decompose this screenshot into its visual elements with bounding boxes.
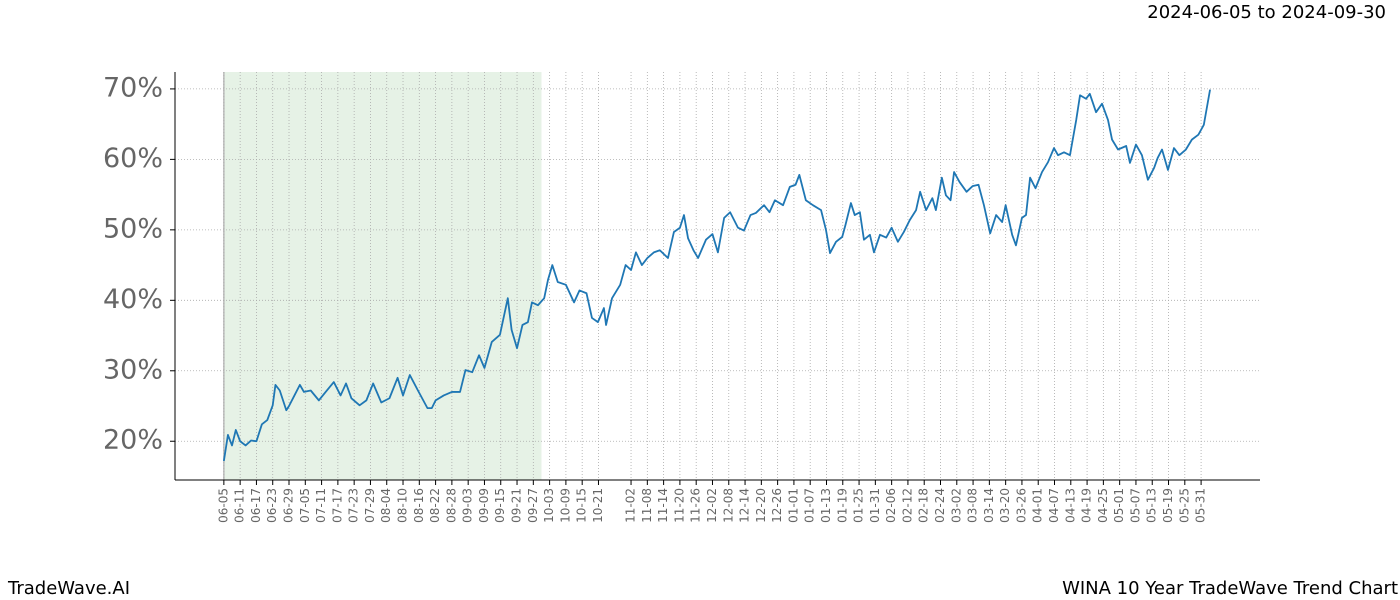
x-tick-label: 03-20	[998, 488, 1012, 523]
x-tick-label: 05-01	[1112, 488, 1126, 523]
x-tick-label: 10-09	[558, 488, 572, 523]
x-tick-label: 01-31	[868, 488, 882, 523]
x-tick-label: 09-27	[526, 488, 540, 523]
x-tick-label: 09-09	[477, 488, 491, 523]
x-tick-label: 01-07	[803, 488, 817, 523]
x-tick-label: 09-15	[493, 488, 507, 523]
x-tick-label: 02-24	[933, 488, 947, 523]
x-tick-label: 12-14	[738, 488, 752, 523]
x-tick-label: 12-02	[705, 488, 719, 523]
x-tick-label: 05-13	[1145, 488, 1159, 523]
x-tick-label: 04-25	[1096, 488, 1110, 523]
x-tick-label: 11-20	[672, 488, 686, 523]
y-tick-label: 50%	[103, 213, 163, 244]
x-tick-label: 04-01	[1031, 488, 1045, 523]
x-tick-label: 01-19	[835, 488, 849, 523]
x-tick-label: 04-13	[1063, 488, 1077, 523]
x-tick-label: 05-25	[1177, 488, 1191, 523]
x-tick-label: 03-08	[966, 488, 980, 523]
x-tick-label: 06-23	[265, 488, 279, 523]
x-tick-label: 11-26	[689, 488, 703, 523]
x-tick-label: 06-05	[216, 488, 230, 523]
x-tick-label: 07-05	[298, 488, 312, 523]
brand: TradeWave.AI	[7, 578, 130, 599]
x-tick-label: 03-02	[949, 488, 963, 523]
x-tick-label: 02-18	[917, 488, 931, 523]
y-tick-label: 20%	[103, 425, 163, 456]
x-tick-label: 11-08	[640, 488, 654, 523]
plot-area	[175, 72, 1260, 480]
x-tick-label: 07-17	[330, 488, 344, 523]
x-tick-label: 07-11	[314, 488, 328, 523]
x-tick-label: 07-23	[347, 488, 361, 523]
x-tick-label: 08-16	[412, 488, 426, 523]
x-tick-label: 02-06	[884, 488, 898, 523]
date-range: 2024-06-05 to 2024-09-30	[1147, 2, 1386, 23]
x-tick-label: 11-14	[656, 488, 670, 523]
y-tick-label: 30%	[103, 354, 163, 385]
x-tick-label: 11-02	[624, 488, 638, 523]
x-tick-label: 01-01	[786, 488, 800, 523]
x-tick-label: 06-29	[282, 488, 296, 523]
y-tick-label: 70%	[103, 72, 163, 103]
x-tick-label: 10-21	[591, 488, 605, 523]
x-tick-label: 10-15	[575, 488, 589, 523]
x-tick-label: 04-07	[1047, 488, 1061, 523]
x-tick-label: 03-14	[982, 488, 996, 523]
x-tick-label: 05-19	[1161, 488, 1175, 523]
highlight-region	[223, 72, 542, 480]
x-tick-label: 10-03	[542, 488, 556, 523]
chart-title: WINA 10 Year TradeWave Trend Chart	[1062, 578, 1398, 599]
x-tick-label: 02-12	[900, 488, 914, 523]
x-tick-label: 06-11	[233, 488, 247, 523]
y-tick-label: 40%	[103, 284, 163, 315]
x-tick-label: 12-08	[721, 488, 735, 523]
x-tick-label: 01-13	[819, 488, 833, 523]
x-tick-label: 12-20	[754, 488, 768, 523]
x-tick-label: 08-10	[396, 488, 410, 523]
x-tick-label: 03-26	[1014, 488, 1028, 523]
trend-line	[222, 89, 1211, 462]
y-tick-label: 60%	[103, 143, 163, 174]
x-tick-label: 12-26	[770, 488, 784, 523]
x-tick-label: 04-19	[1080, 488, 1094, 523]
x-tick-label: 05-07	[1128, 488, 1142, 523]
x-tick-label: 07-29	[363, 488, 377, 523]
x-tick-label: 08-04	[379, 488, 393, 523]
x-tick-label: 05-31	[1194, 488, 1208, 523]
x-tick-label: 09-21	[510, 488, 524, 523]
x-tick-label: 01-25	[852, 488, 866, 523]
x-tick-label: 08-22	[428, 488, 442, 523]
x-tick-label: 08-28	[444, 488, 458, 523]
x-tick-label: 09-03	[461, 488, 475, 523]
x-tick-label: 06-17	[249, 488, 263, 523]
